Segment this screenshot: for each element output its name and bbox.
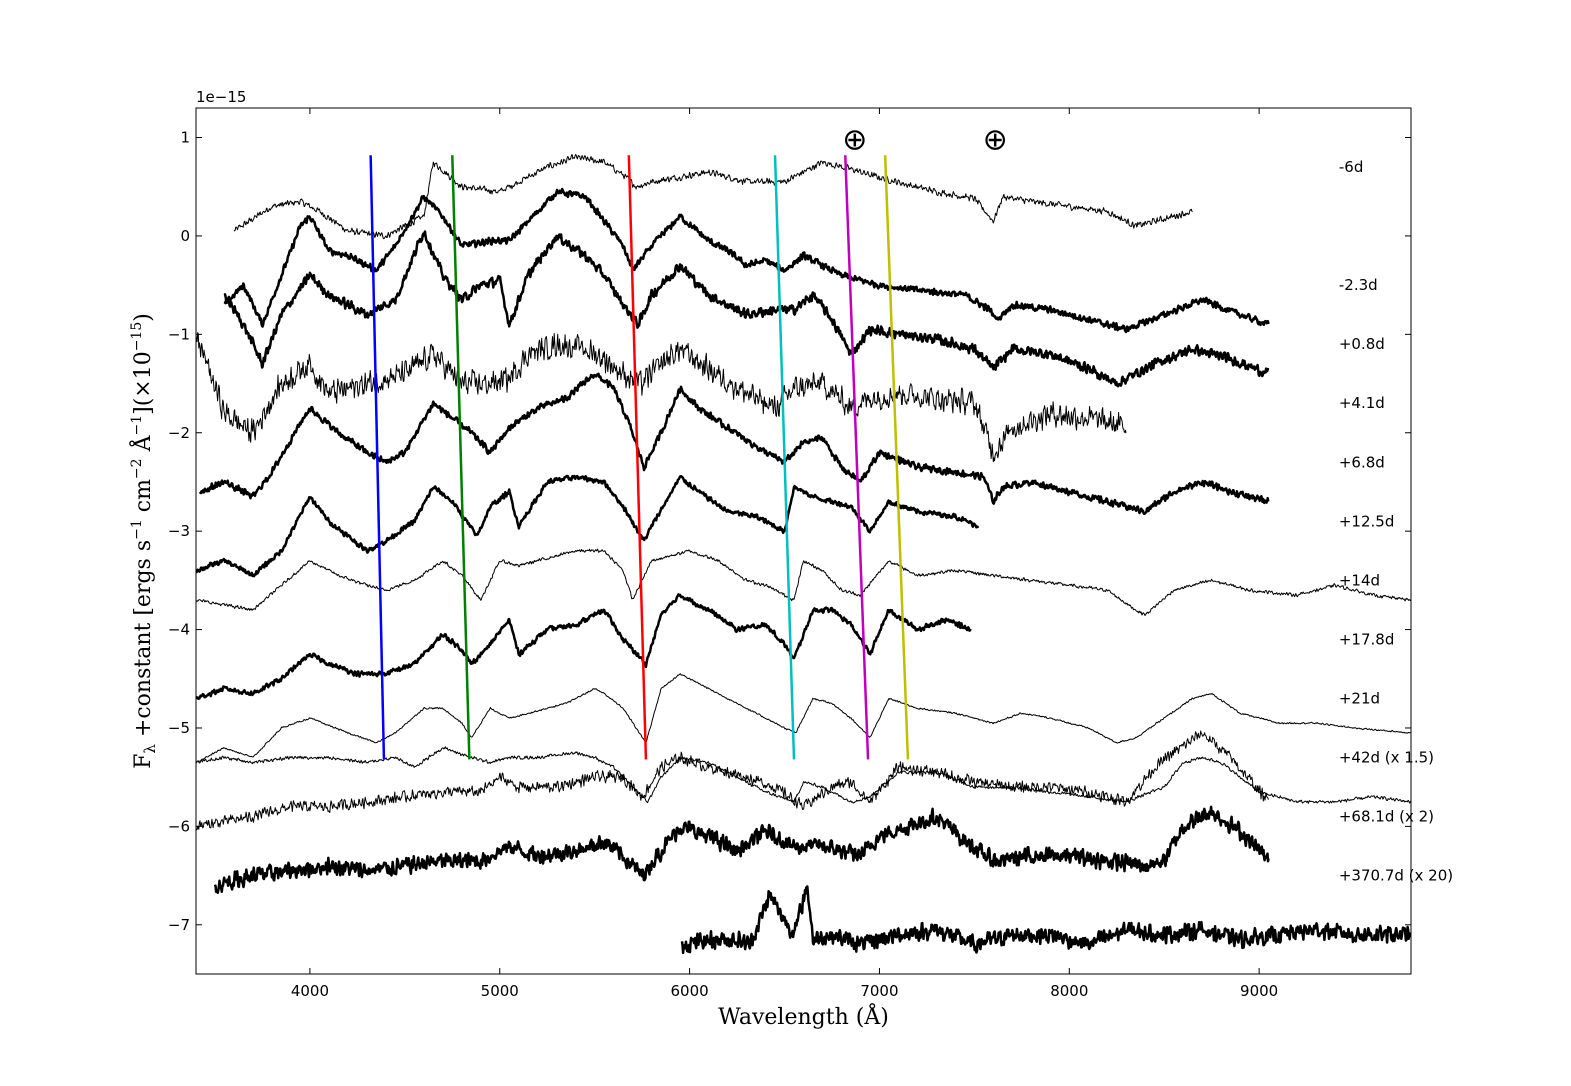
epoch-label: +4.1d xyxy=(1339,394,1385,412)
x-axis-title: Wavelength (Å) xyxy=(718,1002,889,1030)
epoch-label: +17.8d xyxy=(1339,630,1395,648)
velocity-line xyxy=(883,155,910,760)
spectrum-line xyxy=(196,593,972,701)
epoch-label: -2.3d xyxy=(1339,276,1378,294)
y-offset-text: 1e−15 xyxy=(196,88,246,106)
spectrum-line xyxy=(196,332,1127,463)
spectrum-line xyxy=(233,154,1193,240)
telluric-symbol: ⊕ xyxy=(983,123,1008,158)
velocity-line xyxy=(773,155,796,760)
y-tick-label: −5 xyxy=(168,719,190,737)
x-tick-label: 6000 xyxy=(671,982,709,1000)
velocity-line xyxy=(451,155,471,760)
y-title-cm: cm xyxy=(131,479,156,519)
y-title-ang: Å xyxy=(128,434,156,458)
y-axis-title: Fλ +constant [ergs s−1 cm−2 Å−1](×10−15) xyxy=(128,313,159,769)
y-title-sub: λ xyxy=(141,744,159,754)
x-tick-label: 5000 xyxy=(481,982,519,1000)
y-tick-label: −1 xyxy=(168,325,190,343)
y-title-mid: +constant [ergs s xyxy=(131,540,156,744)
spectrum-line xyxy=(223,230,1270,388)
spectrum-line xyxy=(196,746,1411,804)
telluric-symbol: ⊕ xyxy=(842,123,867,158)
y-tick-label: −2 xyxy=(168,424,190,442)
spectrum-line xyxy=(196,730,1269,831)
epoch-label: +0.8d xyxy=(1339,335,1385,353)
x-tick-label: 9000 xyxy=(1240,982,1278,1000)
axes: 4000 5000 6000 7000 8000 9000 1 0 −1 −2 −3 −4 −5 −6 −7… xyxy=(168,108,1453,1000)
epoch-label: -6d xyxy=(1339,158,1363,176)
y-tick-label: 1 xyxy=(180,129,190,147)
axes-frame xyxy=(195,107,1412,975)
spectrum-line xyxy=(223,187,1270,334)
y-tick-label: −7 xyxy=(168,916,190,934)
y-tick-label: −4 xyxy=(168,621,190,639)
x-tick-label: 8000 xyxy=(1050,982,1088,1000)
x-tick-label: 4000 xyxy=(291,982,329,1000)
epoch-label: +21d xyxy=(1339,689,1380,707)
y-title-exp2: −2 xyxy=(129,458,145,479)
y-title-exp1: −1 xyxy=(129,519,145,540)
epoch-label: +6.8d xyxy=(1339,453,1385,471)
epoch-label: +42d (x 1.5) xyxy=(1339,749,1434,767)
y-tick-label: −3 xyxy=(168,522,190,540)
plot-area xyxy=(196,154,1411,955)
epoch-label: +14d xyxy=(1339,571,1380,589)
y-title-close: ) xyxy=(131,313,156,322)
epoch-label: +68.1d (x 2) xyxy=(1339,808,1434,826)
velocity-line xyxy=(369,155,386,760)
spectrum-line xyxy=(196,548,1411,616)
spectrum-line xyxy=(196,673,1411,763)
y-title-exp3: −1 xyxy=(129,415,145,436)
spectrum-line xyxy=(196,474,980,578)
spectrum-line xyxy=(213,805,1270,895)
velocity-line xyxy=(844,155,870,760)
y-tick-label: −6 xyxy=(168,817,190,835)
spectrum-line xyxy=(680,885,1411,955)
y-title-tail: ](×10 xyxy=(131,351,156,415)
x-tick-label: 7000 xyxy=(860,982,898,1000)
y-title-main: F xyxy=(131,754,156,769)
velocity-line xyxy=(627,155,648,760)
y-tick-label: 0 xyxy=(180,227,190,245)
epoch-label: +370.7d (x 20) xyxy=(1339,867,1453,885)
epoch-label: +12.5d xyxy=(1339,512,1395,530)
y-title-exp4: −15 xyxy=(129,322,145,352)
